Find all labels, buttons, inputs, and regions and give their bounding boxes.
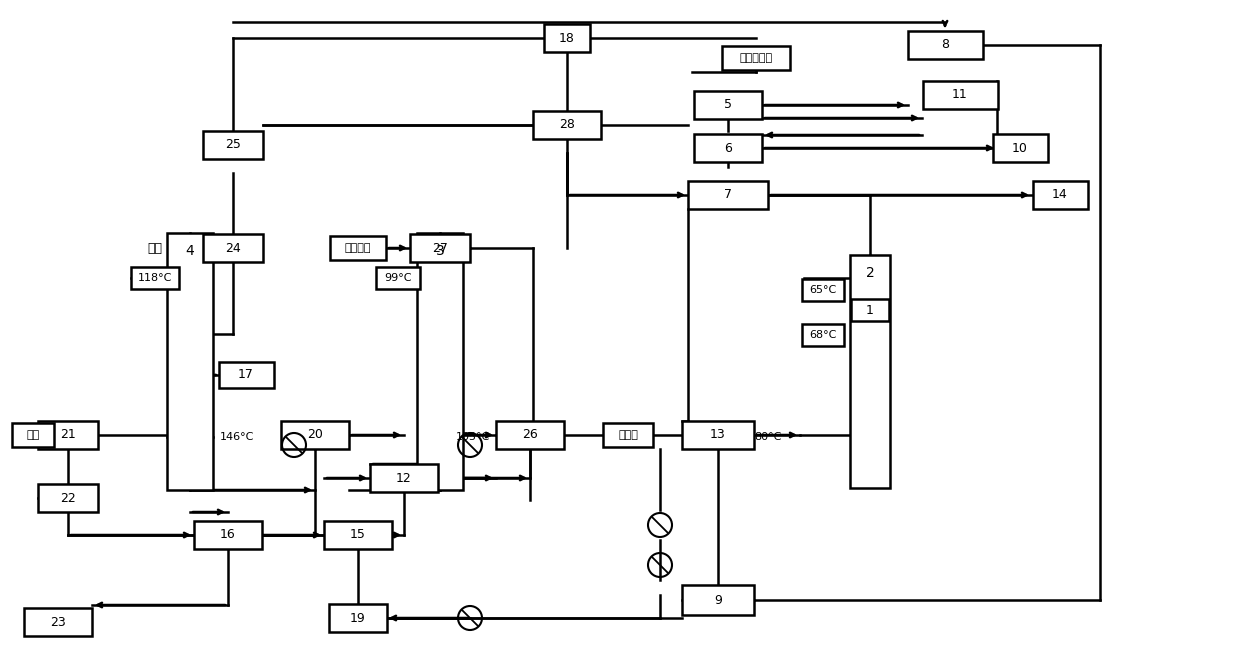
Bar (722, 46, 790, 70)
Bar (167, 233, 213, 490)
Text: 蒸汽: 蒸汽 (148, 241, 162, 254)
Bar (281, 421, 348, 449)
Text: 27: 27 (432, 241, 448, 254)
Text: 19: 19 (350, 612, 366, 625)
Text: 17: 17 (238, 368, 254, 382)
Bar (330, 236, 386, 260)
Bar (533, 111, 601, 139)
Bar (694, 134, 763, 162)
Bar (688, 181, 768, 209)
Bar (417, 233, 463, 490)
Text: 1: 1 (866, 304, 874, 316)
Bar (12, 423, 55, 447)
Bar (38, 421, 98, 449)
Bar (1033, 181, 1087, 209)
Bar (849, 255, 890, 488)
Bar (193, 521, 262, 549)
Text: 2: 2 (866, 266, 874, 280)
Text: 7: 7 (724, 188, 732, 202)
Bar (694, 91, 763, 119)
Text: 变频成品醇: 变频成品醇 (739, 53, 773, 63)
Bar (203, 131, 263, 159)
Bar (908, 31, 982, 59)
Bar (496, 421, 564, 449)
Bar (324, 521, 392, 549)
Text: 8: 8 (941, 38, 949, 51)
Bar (682, 421, 754, 449)
Bar (376, 267, 420, 289)
Bar (38, 484, 98, 512)
Text: 10: 10 (1012, 142, 1028, 154)
Text: 18: 18 (559, 32, 575, 45)
Text: 80°C: 80°C (755, 432, 782, 442)
Bar (131, 267, 179, 289)
Text: 14: 14 (1052, 188, 1068, 202)
Bar (992, 134, 1048, 162)
Bar (923, 81, 997, 109)
Text: 6: 6 (724, 142, 732, 154)
Text: 23: 23 (50, 616, 66, 629)
Text: 20: 20 (308, 428, 322, 442)
Bar (24, 608, 92, 636)
Text: 25: 25 (226, 138, 241, 152)
Bar (603, 423, 653, 447)
Text: 21: 21 (60, 428, 76, 442)
Text: 4: 4 (186, 244, 195, 258)
Text: 99°C: 99°C (384, 273, 412, 283)
Text: 28: 28 (559, 119, 575, 132)
Text: 发酵醪: 发酵醪 (618, 430, 637, 440)
Text: 粗粒乙醇: 粗粒乙醇 (345, 243, 371, 253)
Bar (802, 324, 844, 346)
Bar (218, 362, 274, 388)
Text: 68°C: 68°C (810, 330, 837, 340)
Text: 22: 22 (60, 492, 76, 505)
Bar (851, 299, 889, 321)
Bar (802, 279, 844, 301)
Text: 13: 13 (711, 428, 725, 442)
Text: 11: 11 (952, 88, 968, 101)
Text: 5: 5 (724, 98, 732, 111)
Bar (682, 585, 754, 615)
Text: 105°C: 105°C (456, 432, 490, 442)
Text: 12: 12 (396, 471, 412, 484)
Text: 9: 9 (714, 594, 722, 606)
Text: 146°C: 146°C (219, 432, 254, 442)
Text: 15: 15 (350, 529, 366, 542)
Text: 3: 3 (435, 244, 444, 258)
Text: 118°C: 118°C (138, 273, 172, 283)
Text: 26: 26 (522, 428, 538, 442)
Bar (370, 464, 438, 492)
Text: 16: 16 (221, 529, 236, 542)
Text: 65°C: 65°C (810, 285, 837, 295)
Text: 蒸汽: 蒸汽 (26, 430, 40, 440)
Text: 24: 24 (226, 241, 241, 254)
Bar (203, 234, 263, 262)
Bar (410, 234, 470, 262)
Bar (544, 24, 590, 52)
Bar (329, 604, 387, 632)
